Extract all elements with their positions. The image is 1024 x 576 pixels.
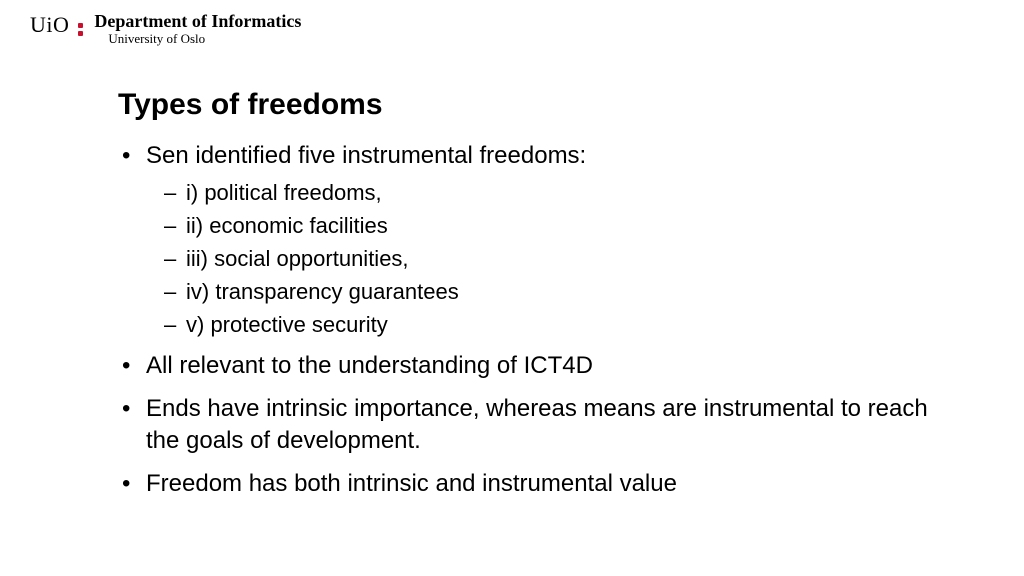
department-block: Department of Informatics University of … (94, 12, 301, 46)
slide-header: UiO Department of Informatics University… (30, 12, 301, 46)
sub-bullet-item: iv) transparency guarantees (162, 277, 964, 308)
sub-bullet-item: v) protective security (162, 310, 964, 341)
bullet-text: Ends have intrinsic importance, whereas … (146, 395, 928, 454)
bullet-item: Ends have intrinsic importance, whereas … (118, 393, 964, 458)
bullet-text: All relevant to the understanding of ICT… (146, 352, 593, 379)
bullet-item: All relevant to the understanding of ICT… (118, 350, 964, 382)
sub-bullet-item: iii) social opportunities, (162, 244, 964, 275)
bullet-text: Sen identified five instrumental freedom… (146, 142, 586, 169)
bullet-item: Sen identified five instrumental freedom… (118, 140, 964, 340)
slide-content: Types of freedoms Sen identified five in… (118, 88, 964, 510)
logo-dots-icon (78, 23, 83, 36)
sub-bullet-item: ii) economic facilities (162, 211, 964, 242)
bullet-list: Sen identified five instrumental freedom… (118, 140, 964, 500)
department-name: Department of Informatics (94, 12, 301, 32)
sub-bullet-item: i) political freedoms, (162, 178, 964, 209)
sub-bullet-list: i) political freedoms, ii) economic faci… (162, 178, 964, 340)
bullet-item: Freedom has both intrinsic and instrumen… (118, 468, 964, 500)
bullet-text: Freedom has both intrinsic and instrumen… (146, 470, 677, 497)
uio-logo: UiO (30, 12, 86, 38)
slide-title: Types of freedoms (118, 88, 964, 122)
university-name: University of Oslo (108, 32, 301, 46)
logo-text: UiO (30, 12, 69, 37)
